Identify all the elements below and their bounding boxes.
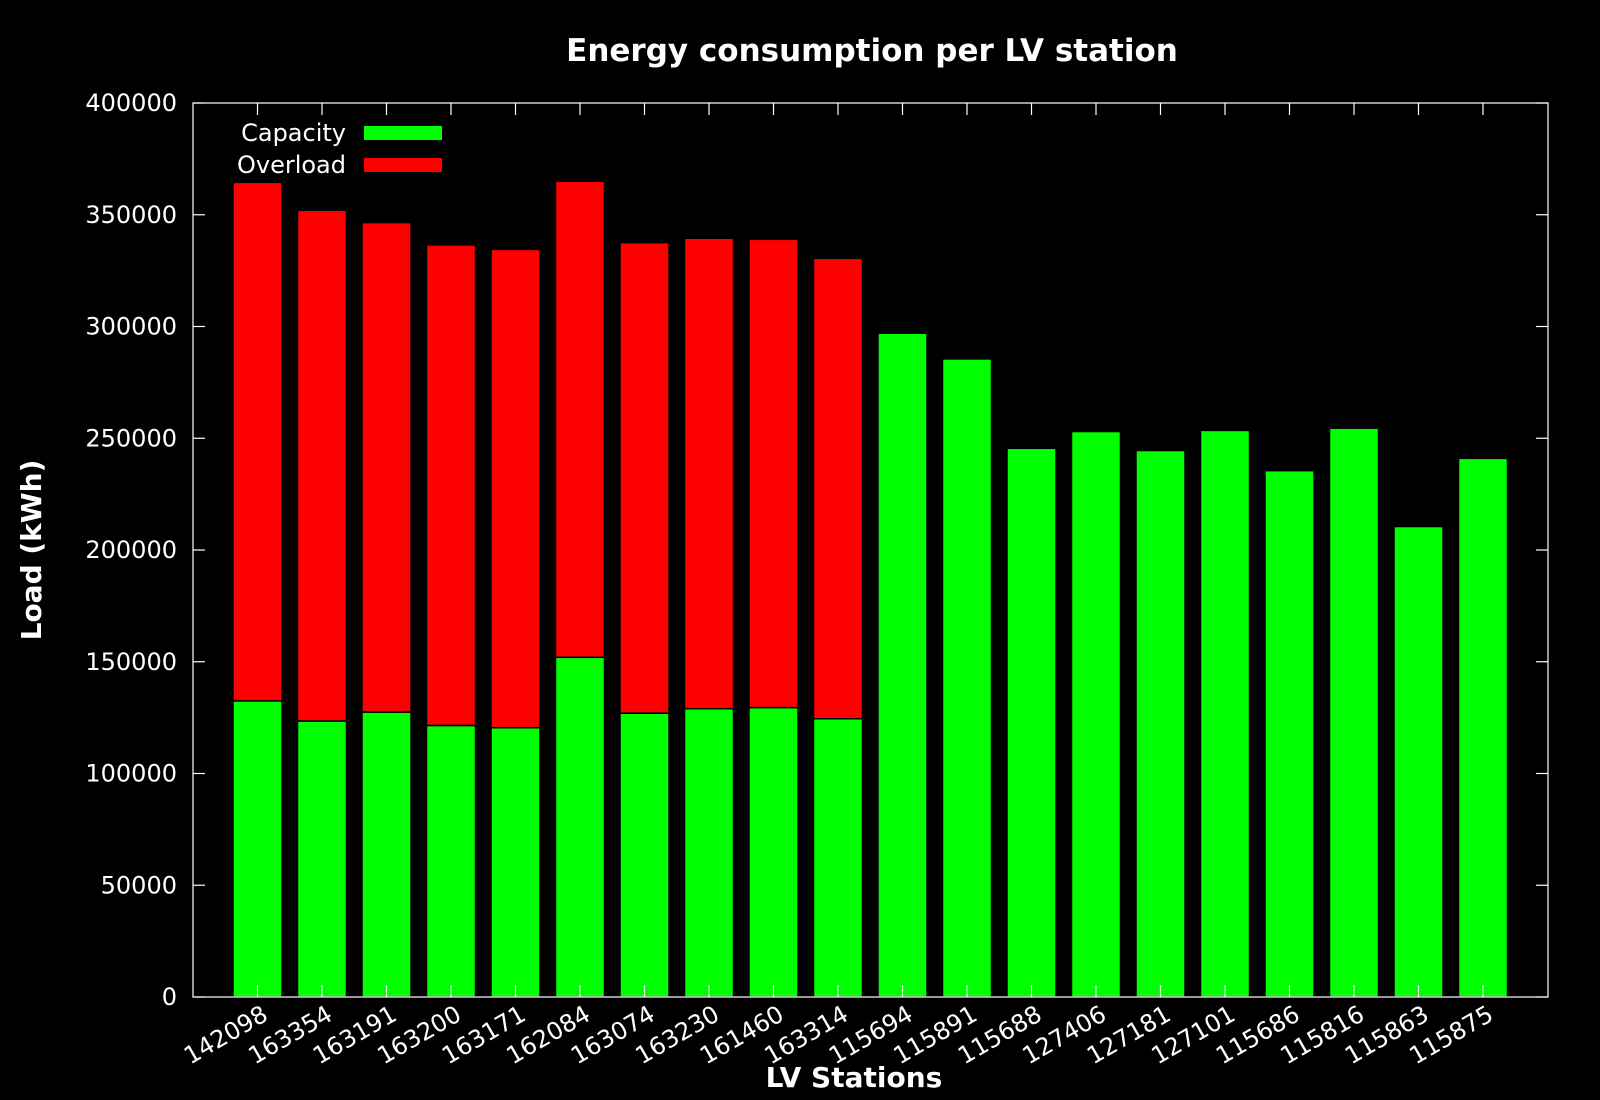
y-tick-label: 0	[162, 983, 177, 1011]
legend-swatch-capacity	[364, 126, 442, 140]
bar-overload-163171	[490, 248, 541, 729]
plot-frame	[192, 102, 1549, 998]
bar-capacity-163074	[619, 712, 670, 998]
bar-capacity-115863	[1393, 525, 1444, 998]
bar-capacity-115688	[1006, 447, 1057, 998]
bar-overload-163200	[425, 244, 477, 727]
legend: Capacity Overload	[237, 119, 442, 179]
bar-capacity-115875	[1457, 457, 1509, 998]
bar-capacity-163230	[683, 707, 735, 998]
y-tick-label: 300000	[85, 313, 177, 341]
legend-swatch-overload	[364, 158, 442, 172]
bar-capacity-142098	[232, 700, 283, 998]
bar-overload-162084	[554, 180, 606, 659]
bar-capacity-115694	[877, 332, 928, 998]
bar-overload-163191	[361, 221, 412, 713]
x-axis-label: LV Stations	[766, 1061, 943, 1094]
bar-capacity-127406	[1070, 430, 1122, 998]
bar-capacity-127101	[1199, 429, 1251, 998]
bars-group	[232, 180, 1509, 998]
bar-overload-163314	[812, 257, 864, 720]
y-tick-label: 250000	[85, 424, 177, 452]
bar-overload-163074	[619, 241, 670, 714]
bar-capacity-115686	[1264, 469, 1315, 998]
y-tick-label: 100000	[85, 760, 177, 788]
bar-capacity-163314	[812, 717, 864, 998]
bar-capacity-163171	[490, 726, 541, 998]
bar-capacity-163354	[296, 720, 348, 998]
bar-capacity-115891	[941, 358, 993, 998]
y-axis-label: Load (kWh)	[15, 460, 48, 641]
bar-capacity-162084	[554, 656, 606, 998]
y-axis: 0 50000 100000 150000 200000 250000 300000 3500…	[85, 89, 1548, 1011]
legend-label-capacity: Capacity	[241, 119, 346, 147]
bar-overload-161460	[748, 238, 799, 709]
bar-overload-163354	[296, 209, 348, 722]
bar-capacity-161460	[748, 706, 799, 998]
y-tick-label: 350000	[85, 201, 177, 229]
y-tick-label: 400000	[85, 89, 177, 117]
bar-overload-142098	[232, 181, 283, 702]
y-tick-label: 200000	[85, 536, 177, 564]
bar-capacity-163191	[361, 711, 412, 998]
chart-title: Energy consumption per LV station	[566, 33, 1178, 69]
bar-capacity-127181	[1135, 449, 1186, 998]
y-tick-label: 150000	[85, 648, 177, 676]
bar-capacity-163200	[425, 724, 477, 998]
legend-label-overload: Overload	[237, 151, 346, 179]
y-tick-label: 50000	[101, 871, 177, 899]
bar-overload-163230	[683, 237, 735, 710]
bar-capacity-115816	[1328, 427, 1380, 998]
